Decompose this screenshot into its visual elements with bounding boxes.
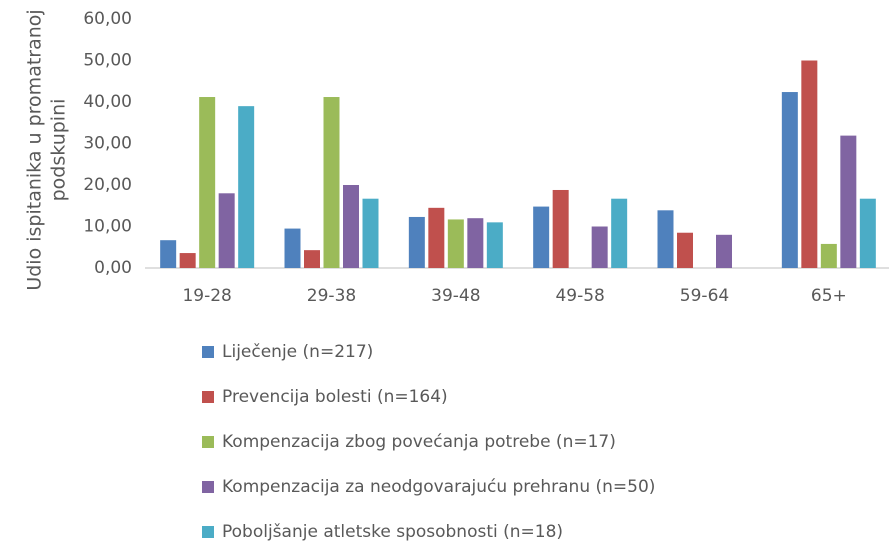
bar bbox=[238, 106, 255, 269]
legend-swatch bbox=[202, 436, 214, 448]
bar bbox=[362, 198, 379, 268]
bar bbox=[428, 207, 445, 268]
bar bbox=[801, 60, 818, 268]
bar bbox=[160, 240, 177, 268]
x-tick-label: 49-58 bbox=[555, 286, 604, 306]
bar bbox=[677, 232, 693, 268]
legend-swatch bbox=[202, 481, 214, 493]
y-tick-label: 20,00 bbox=[83, 175, 132, 195]
bar bbox=[199, 97, 216, 269]
legend-swatch bbox=[202, 346, 214, 358]
bar bbox=[284, 228, 301, 268]
x-tick-label: 19-28 bbox=[182, 286, 231, 306]
y-label-line: podskupini bbox=[48, 99, 70, 202]
bar bbox=[611, 198, 628, 268]
bar bbox=[323, 97, 340, 269]
bar bbox=[304, 250, 320, 268]
bar bbox=[533, 206, 550, 268]
x-tick-label: 65+ bbox=[811, 286, 847, 306]
bar bbox=[486, 222, 503, 268]
y-tick-label: 0,00 bbox=[94, 258, 132, 278]
legend-label: Poboljšanje atletske sposobnosti (n=18) bbox=[222, 522, 563, 542]
legend-label: Prevencija bolesti (n=164) bbox=[222, 387, 448, 407]
legend-label: Liječenje (n=217) bbox=[222, 342, 373, 362]
bar bbox=[218, 193, 235, 268]
bar bbox=[657, 210, 674, 268]
y-tick-label: 30,00 bbox=[83, 134, 132, 154]
bar bbox=[859, 198, 876, 268]
bar bbox=[781, 92, 798, 268]
x-tick-label: 39-48 bbox=[431, 286, 480, 306]
bar bbox=[840, 135, 857, 268]
legend-swatch bbox=[202, 526, 214, 538]
x-tick-label: 29-38 bbox=[307, 286, 356, 306]
x-tick-label: 59-64 bbox=[680, 286, 729, 306]
bar bbox=[447, 219, 464, 268]
y-tick-label: 50,00 bbox=[83, 51, 132, 71]
y-axis-title: Udio ispitanika u promatranoj podskupini bbox=[24, 9, 70, 290]
bar bbox=[591, 226, 608, 268]
bar bbox=[716, 234, 732, 268]
legend-swatch bbox=[202, 391, 214, 403]
y-tick-label: 60,00 bbox=[83, 9, 132, 29]
bar bbox=[820, 243, 837, 268]
bar bbox=[179, 253, 196, 268]
y-tick-label: 10,00 bbox=[83, 217, 132, 237]
y-tick-label: 40,00 bbox=[83, 92, 132, 112]
bar bbox=[552, 189, 569, 268]
legend-label: Kompenzacija zbog povećanja potrebe (n=1… bbox=[222, 432, 616, 452]
y-label-line: Udio ispitanika u promatranoj bbox=[24, 9, 46, 290]
bar bbox=[408, 216, 425, 268]
bar bbox=[343, 185, 359, 268]
legend-label: Kompenzacija za neodgovarajuću prehranu … bbox=[222, 477, 655, 497]
bar bbox=[467, 218, 484, 268]
